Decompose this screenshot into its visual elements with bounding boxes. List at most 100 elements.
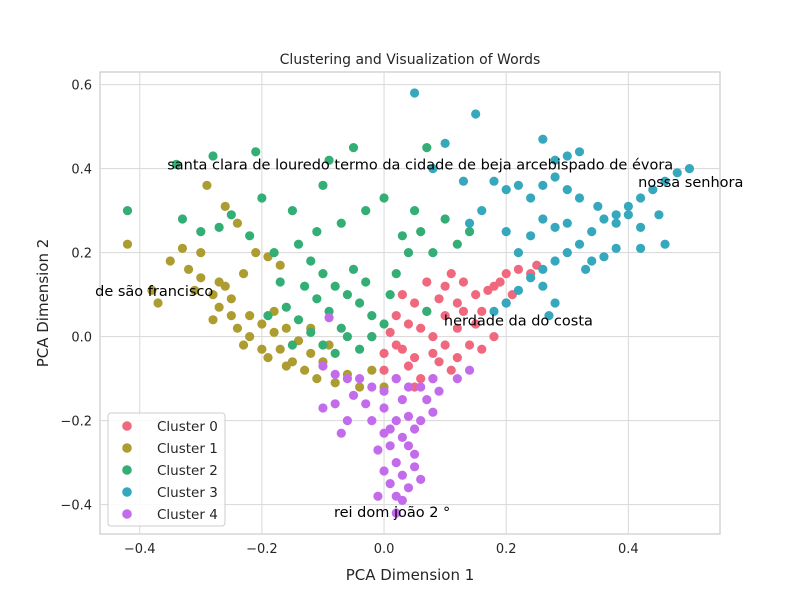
data-point [452, 353, 462, 363]
y-tick-label: −0.2 [60, 415, 92, 430]
data-point [269, 327, 279, 337]
data-point [306, 327, 316, 337]
data-point [538, 214, 548, 224]
data-point [379, 386, 389, 396]
data-point [501, 298, 511, 308]
data-points [122, 88, 695, 518]
data-point [202, 180, 212, 190]
data-point [422, 395, 432, 405]
x-tick-label: −0.4 [124, 542, 156, 557]
data-point [257, 193, 267, 203]
data-point [409, 298, 420, 308]
data-point [422, 143, 432, 153]
data-point [544, 311, 554, 321]
data-point [214, 222, 224, 232]
data-point [464, 218, 475, 228]
data-point [263, 311, 273, 321]
y-tick-label: 0.2 [71, 247, 92, 262]
data-point [336, 323, 346, 333]
data-point [611, 218, 621, 228]
data-point [428, 248, 438, 258]
data-point [257, 319, 267, 329]
data-point [196, 248, 206, 258]
data-point [574, 239, 585, 249]
data-point [122, 206, 133, 216]
data-point [452, 374, 462, 384]
data-point [458, 176, 469, 186]
legend-marker [122, 487, 132, 497]
data-point [501, 269, 511, 279]
y-tick-label: 0.4 [71, 163, 92, 178]
data-point [391, 416, 401, 426]
data-point [513, 180, 524, 190]
data-point [623, 210, 633, 220]
data-point [660, 239, 670, 249]
data-point [428, 332, 438, 342]
data-point [587, 227, 597, 237]
data-point [391, 374, 401, 384]
data-point [562, 151, 572, 161]
data-point [550, 256, 560, 266]
data-point [379, 466, 389, 476]
data-point [526, 193, 536, 203]
data-point [599, 252, 609, 262]
data-point [635, 222, 646, 232]
data-point [428, 407, 438, 417]
data-point [330, 378, 340, 388]
data-point [403, 382, 414, 392]
data-point [587, 256, 597, 266]
data-point [379, 319, 389, 329]
data-point [293, 239, 304, 249]
data-point [214, 277, 224, 287]
data-point [422, 306, 432, 316]
data-point [391, 269, 401, 279]
data-point [464, 365, 475, 375]
data-point [660, 176, 670, 186]
data-point [428, 374, 438, 384]
data-point [355, 344, 365, 354]
data-point [391, 491, 401, 501]
data-point [330, 281, 340, 291]
data-point [324, 313, 334, 323]
data-point [526, 273, 536, 283]
data-point [275, 344, 285, 354]
data-point [416, 382, 426, 392]
data-point [471, 290, 481, 300]
data-point [422, 277, 432, 287]
data-point [458, 277, 469, 287]
data-point [434, 386, 444, 396]
data-point [226, 210, 236, 220]
data-point [355, 382, 365, 392]
data-point [489, 332, 499, 342]
data-point [489, 306, 499, 316]
data-point [330, 348, 340, 358]
x-tick-labels: −0.4 −0.2 0.0 0.2 0.4 [124, 542, 639, 557]
data-point [538, 134, 548, 144]
legend-marker [122, 421, 132, 431]
data-point [452, 298, 462, 308]
data-point [367, 365, 377, 375]
data-point [434, 357, 444, 367]
y-tick-label: 0.6 [71, 79, 92, 94]
data-point [269, 248, 279, 258]
data-point [593, 201, 603, 211]
legend-marker [122, 509, 132, 519]
data-point [611, 243, 621, 253]
data-point [300, 281, 310, 291]
series-cluster-3 [409, 88, 695, 321]
data-point [397, 470, 407, 480]
data-point [238, 340, 249, 350]
data-point [416, 474, 426, 484]
data-point [367, 416, 377, 426]
data-point [409, 88, 420, 98]
data-point [403, 248, 414, 258]
data-point [440, 311, 450, 321]
data-point [471, 319, 481, 329]
data-point [409, 424, 420, 434]
data-point [208, 151, 218, 161]
legend: Cluster 0 Cluster 1 Cluster 2 Cluster 3 Clus… [107, 412, 226, 527]
data-point [513, 264, 524, 274]
data-point [385, 290, 395, 300]
data-point [654, 210, 664, 220]
data-point [238, 269, 249, 279]
